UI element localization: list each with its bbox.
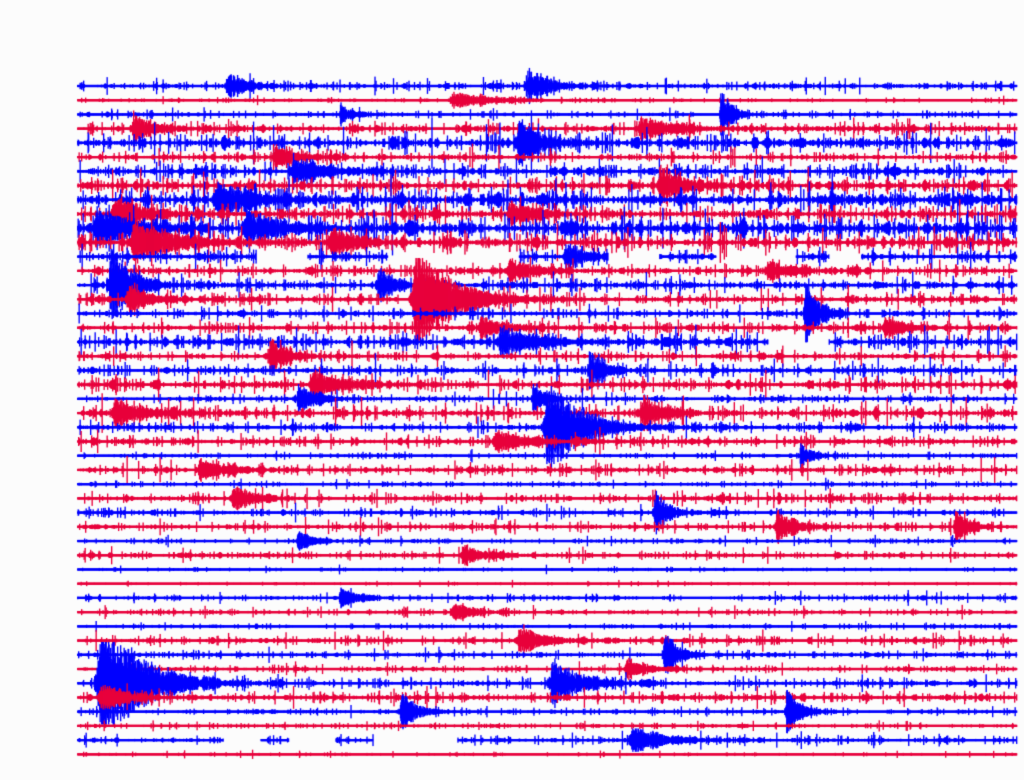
seismogram-trace-canvas xyxy=(0,0,1024,780)
helicorder-plot: HL Anafi Applied filter: WWSSN-SP 2012-0… xyxy=(0,0,1024,780)
